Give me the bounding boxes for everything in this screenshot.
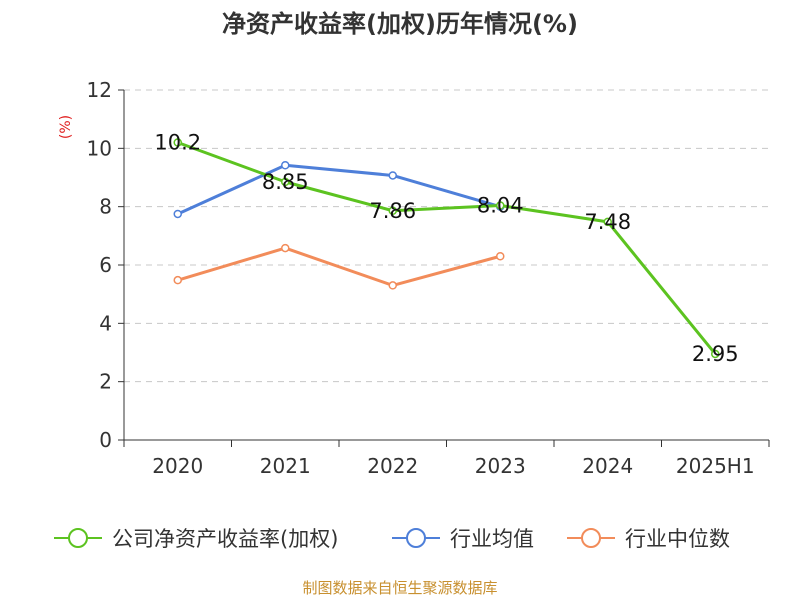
data-point	[388, 171, 397, 180]
series-line	[177, 246, 501, 287]
grid-lines	[124, 89, 769, 383]
legend-label: 行业中位数	[625, 527, 730, 551]
axes: 0 2 4 6 8 10 12 2020 2021 2022 2023 2024 2025H1 (%)	[58, 78, 770, 478]
y-tick-label: 10	[87, 136, 112, 160]
y-axis-label: (%)	[58, 115, 74, 139]
x-tick-label: 2024	[582, 454, 633, 478]
y-tick-label: 4	[99, 311, 112, 335]
data-point	[173, 138, 182, 147]
legend-marker	[581, 528, 601, 548]
data-label: 8.85	[262, 170, 309, 194]
y-tick-label: 6	[99, 253, 112, 277]
source-note: 制图数据来自恒生聚源数据库	[302, 579, 498, 597]
data-point	[711, 349, 720, 359]
data-label: 7.86	[369, 199, 416, 223]
data-point	[388, 281, 397, 290]
data-label: 8.04	[477, 194, 524, 218]
y-tick-label: 2	[99, 370, 112, 394]
data-point	[281, 243, 290, 253]
data-point	[281, 161, 290, 170]
data-point	[496, 201, 505, 210]
data-point	[173, 275, 182, 285]
data-point	[281, 177, 290, 187]
legend-label: 行业均值	[450, 527, 534, 551]
data-point	[388, 206, 397, 215]
legend-label: 公司净资产收益率(加权)	[112, 527, 338, 551]
x-tick-label: 2020	[152, 454, 203, 478]
x-tick-label: 2022	[367, 454, 418, 478]
data-label: 10.2	[154, 131, 201, 155]
x-tick-label: 2021	[260, 454, 311, 478]
legend-marker	[68, 528, 88, 548]
data-labels: 10.2 8.85 7.86 8.04 7.48 2.95	[154, 131, 738, 366]
data-point	[496, 252, 505, 261]
x-tick-label: 2023	[475, 454, 526, 478]
y-tick-label: 12	[87, 78, 112, 102]
series-line	[177, 163, 501, 216]
legend-marker	[406, 528, 426, 548]
y-tick-label: 8	[99, 195, 112, 219]
x-tick-label: 2025H1	[676, 454, 755, 478]
chart-title: 净资产收益率(加权)历年情况(%)	[222, 10, 578, 38]
y-tick-label: 0	[99, 428, 112, 452]
data-point	[603, 217, 612, 227]
series-lines	[173, 138, 720, 359]
series-line	[177, 141, 717, 355]
legend: 公司净资产收益率(加权) 行业均值 行业中位数	[54, 527, 730, 551]
data-label: 2.95	[692, 342, 739, 366]
data-point	[173, 209, 182, 219]
data-label: 7.48	[584, 210, 631, 234]
